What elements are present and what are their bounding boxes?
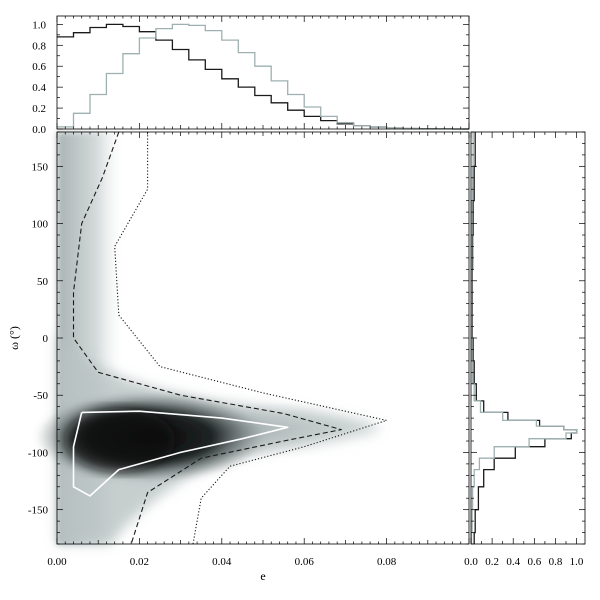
top-series-0 (57, 23, 469, 130)
main-y-tick-label: 0 (43, 333, 49, 345)
right-x-tick-label: 1.0 (570, 556, 584, 568)
main-y-tick-label: 150 (32, 161, 49, 173)
label-group: 0.00 0.02 0.04 0.06 0.08 150 100 50 0 -50 -100 -150… (28, 19, 584, 568)
contour-dashed (72, 131, 342, 545)
main-x-tick-label: 0.04 (212, 556, 232, 568)
main-x-tick-label: 0.02 (130, 556, 149, 568)
right-histogram-lines (470, 132, 578, 544)
right-panel-frame (470, 131, 586, 545)
density-core-inner (65, 408, 175, 472)
density-heatmap (35, 132, 390, 544)
main-x-tick-label: 0.06 (295, 556, 315, 568)
main-x-tick-label: 0.08 (377, 556, 397, 568)
x-axis-label: e (260, 569, 265, 583)
main-y-tick-label: -50 (33, 390, 48, 402)
top-y-tick-label: 0.8 (32, 40, 46, 52)
contour-group (72, 131, 388, 545)
right-x-tick-label: 0.4 (506, 556, 520, 568)
main-y-tick-label: -100 (28, 447, 49, 459)
right-x-tick-label: 0.0 (464, 556, 478, 568)
top-series-1 (57, 23, 469, 130)
right-series-1 (470, 132, 578, 544)
top-y-tick-label: 0.0 (32, 124, 46, 136)
main-y-tick-label: 100 (32, 219, 49, 231)
y-axis-label: ω (°) (7, 326, 21, 350)
right-x-tick-label: 0.6 (527, 556, 541, 568)
top-y-tick-label: 0.2 (32, 103, 46, 115)
top-y-tick-label: 0.6 (32, 61, 46, 73)
right-x-tick-label: 0.2 (485, 556, 499, 568)
top-panel-frame (56, 15, 470, 130)
top-y-tick-label: 0.4 (32, 82, 46, 94)
right-series-0 (471, 132, 578, 544)
main-x-tick-label: 0.00 (47, 556, 67, 568)
main-y-tick-label: 50 (37, 276, 49, 288)
right-x-tick-label: 0.8 (549, 556, 563, 568)
top-y-tick-label: 1.0 (32, 19, 46, 31)
contour-solid (72, 410, 289, 497)
main-y-tick-label: -150 (28, 505, 49, 517)
top-histogram-lines (57, 23, 469, 130)
tick-group (56, 16, 585, 545)
